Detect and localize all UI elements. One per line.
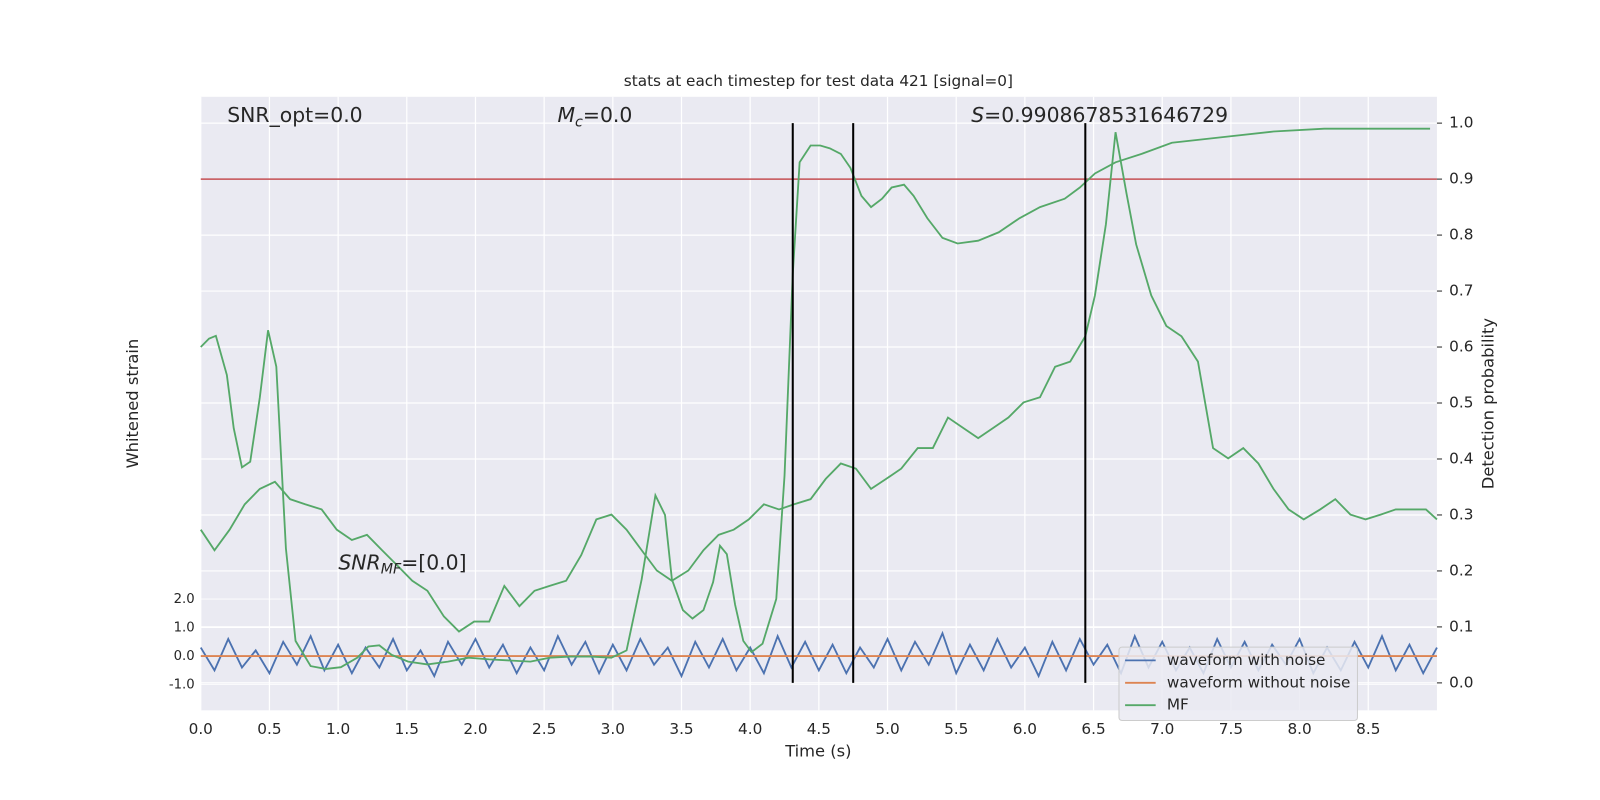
x-tick-label: 5.5 <box>944 720 968 738</box>
y2-tick-label: 1.0 <box>1449 114 1473 132</box>
x-tick-label: 4.5 <box>807 720 831 738</box>
x-tick-label: 0.5 <box>257 720 281 738</box>
annotation: Mc=0.0 <box>557 103 632 130</box>
x-tick-label: 0.0 <box>189 720 213 738</box>
x-tick-label: 8.5 <box>1356 720 1380 738</box>
y2-tick-label: 0.8 <box>1449 226 1473 244</box>
y-tick-label: -1.0 <box>169 678 195 693</box>
annotation-part: =0.9908678531646729 <box>984 103 1228 127</box>
y-axis-label: Whitened strain <box>123 339 142 469</box>
legend-box <box>1118 646 1358 722</box>
annotation-part: M <box>557 103 575 127</box>
legend-label: MF <box>1167 696 1189 714</box>
legend-label: waveform without noise <box>1167 673 1351 691</box>
y-tick-label: 0.0 <box>174 649 195 664</box>
annotation-part: c <box>575 114 583 130</box>
x-tick-label: 7.5 <box>1219 720 1243 738</box>
y2-tick-label: 0.3 <box>1449 505 1473 523</box>
y2-tick-label: 0.7 <box>1449 282 1473 300</box>
x-tick-label: 3.5 <box>669 720 693 738</box>
chart-title: stats at each timestep for test data 421… <box>624 72 1013 90</box>
annotation: SNRMF=[0.0] <box>338 551 466 578</box>
annotation-part: =[0.0] <box>401 551 466 575</box>
y2-tick-label: 0.4 <box>1449 449 1473 467</box>
y2-tick-label: 0.2 <box>1449 561 1473 579</box>
y2-tick-label: 0.0 <box>1449 673 1473 691</box>
x-tick-label: 6.5 <box>1081 720 1105 738</box>
series-line <box>200 127 1431 670</box>
annotation-part: SNR_opt=0.0 <box>227 103 362 127</box>
annotation: SNR_opt=0.0 <box>227 103 362 127</box>
x-tick-label: 2.0 <box>463 720 487 738</box>
annotation-part: MF <box>381 562 402 578</box>
y2-tick-label: 0.6 <box>1449 338 1473 356</box>
y-tick-label: 1.0 <box>174 621 195 636</box>
x-tick-label: 8.0 <box>1287 720 1311 738</box>
x-tick-label: 1.0 <box>326 720 350 738</box>
x-tick-label: 1.5 <box>395 720 419 738</box>
y-tick-label: 2.0 <box>174 592 195 607</box>
legend-label: waveform with noise <box>1167 651 1326 669</box>
x-tick-label: 2.5 <box>532 720 556 738</box>
y2-tick-label: 0.1 <box>1449 617 1473 635</box>
x-tick-label: 4.0 <box>738 720 762 738</box>
x-tick-label: 5.0 <box>875 720 899 738</box>
y2-tick-label: 0.9 <box>1449 170 1473 188</box>
x-tick-label: 3.0 <box>601 720 625 738</box>
labels: stats at each timestep for test data 421… <box>123 72 1497 761</box>
y2-axis-label: Detection probability <box>1478 318 1497 490</box>
series-line <box>200 132 1438 633</box>
x-tick-label: 6.0 <box>1013 720 1037 738</box>
annotation-part: S <box>971 103 984 127</box>
annotation-part: =0.0 <box>583 103 632 127</box>
annotation-part: SNR <box>338 551 380 575</box>
annotation: S=0.9908678531646729 <box>971 103 1228 127</box>
x-axis-label: Time (s) <box>784 742 851 761</box>
y2-tick-label: 0.5 <box>1449 394 1473 412</box>
x-tick-label: 7.0 <box>1150 720 1174 738</box>
